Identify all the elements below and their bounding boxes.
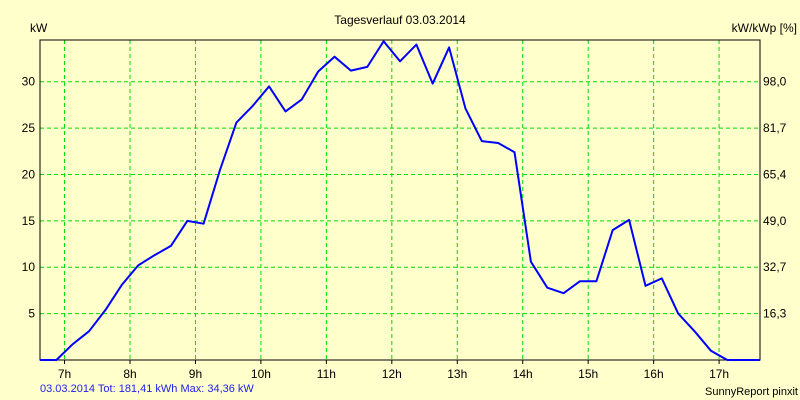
footer-credit: SunnyReport pinxit (705, 386, 798, 398)
x-tick-label: 13h (447, 367, 467, 381)
x-tick-label: 11h (317, 367, 336, 381)
y-axis-label-right: kW/kWp [%] (732, 21, 797, 35)
x-tick-label: 17h (709, 367, 729, 381)
footer-summary: 03.03.2014 Tot: 181,41 kWh Max: 34,36 kW (40, 383, 254, 395)
y-tick-label-right: 65,4 (763, 167, 787, 181)
y-tick-label-left: 25 (22, 121, 36, 135)
x-tick-label: 7h (58, 367, 71, 381)
x-tick-label: 12h (382, 367, 402, 381)
series (39, 40, 761, 361)
x-tick-label: 15h (578, 367, 598, 381)
y-tick-label-right: 49,0 (763, 214, 787, 228)
y-axis-label-left: kW (30, 21, 48, 35)
x-tick-label: 10h (251, 367, 271, 381)
y-tick-label-right: 32,7 (763, 260, 787, 274)
y-tick-label-left: 15 (22, 214, 36, 228)
x-tick-label: 9h (189, 367, 202, 381)
ticks: 7h 8h 9h 10h 11h 12h 13h 14h 15h 16h 17h 5 16,3 10 32,… (22, 75, 787, 381)
grid (40, 40, 760, 360)
y-tick-label-left: 30 (22, 75, 36, 89)
x-tick-label: 14h (513, 367, 533, 381)
y-tick-label-left: 5 (28, 307, 35, 321)
y-tick-label-left: 20 (22, 167, 36, 181)
chart-title: Tagesverlauf 03.03.2014 (334, 13, 466, 27)
plot-frame (39, 39, 761, 361)
y-tick-label-right: 81,7 (763, 121, 787, 135)
x-tick-label: 16h (644, 367, 664, 381)
y-tick-label-right: 16,3 (763, 307, 787, 321)
series-line-kw (40, 40, 760, 361)
x-tick-label: 8h (123, 367, 136, 381)
y-tick-label-left: 10 (22, 260, 36, 274)
y-tick-label-right: 98,0 (763, 75, 787, 89)
